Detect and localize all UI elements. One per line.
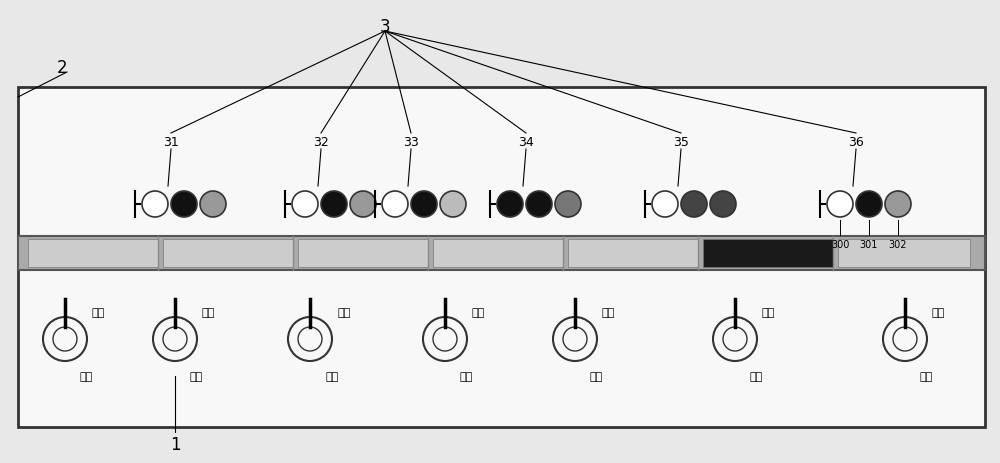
- Text: 空闲: 空闲: [202, 307, 215, 317]
- Text: 32: 32: [313, 135, 329, 148]
- Circle shape: [350, 192, 376, 218]
- Text: 1: 1: [170, 435, 180, 453]
- Bar: [568, 239, 698, 268]
- Circle shape: [710, 192, 736, 218]
- Text: 35: 35: [673, 135, 689, 148]
- Circle shape: [856, 192, 882, 218]
- Text: 空闲: 空闲: [472, 307, 485, 317]
- Text: 31: 31: [163, 135, 179, 148]
- Bar: [163, 239, 293, 268]
- Text: 占用: 占用: [190, 371, 203, 381]
- Text: 空闲: 空闲: [762, 307, 775, 317]
- Text: 空闲: 空闲: [337, 307, 350, 317]
- Text: 302: 302: [889, 239, 907, 250]
- Circle shape: [382, 192, 408, 218]
- Bar: [28, 239, 158, 268]
- Text: 占用: 占用: [460, 371, 473, 381]
- Text: 占用: 占用: [750, 371, 763, 381]
- Text: 33: 33: [403, 135, 419, 148]
- Bar: [703, 239, 833, 268]
- Circle shape: [681, 192, 707, 218]
- Circle shape: [200, 192, 226, 218]
- Bar: [18, 88, 985, 427]
- Circle shape: [885, 192, 911, 218]
- Circle shape: [321, 192, 347, 218]
- Text: 300: 300: [831, 239, 849, 250]
- Text: 36: 36: [848, 135, 864, 148]
- Text: 301: 301: [860, 239, 878, 250]
- Circle shape: [292, 192, 318, 218]
- Text: 34: 34: [518, 135, 534, 148]
- Text: 空闲: 空闲: [602, 307, 615, 317]
- Circle shape: [652, 192, 678, 218]
- Bar: [298, 239, 428, 268]
- Circle shape: [526, 192, 552, 218]
- Circle shape: [827, 192, 853, 218]
- Bar: [433, 239, 563, 268]
- Text: 占用: 占用: [590, 371, 603, 381]
- Bar: [18, 237, 985, 270]
- Text: 2: 2: [57, 59, 67, 77]
- Circle shape: [440, 192, 466, 218]
- Text: 空闲: 空闲: [92, 307, 105, 317]
- Text: 占用: 占用: [80, 371, 93, 381]
- Text: 占用: 占用: [920, 371, 933, 381]
- Circle shape: [171, 192, 197, 218]
- Circle shape: [142, 192, 168, 218]
- Circle shape: [497, 192, 523, 218]
- Circle shape: [555, 192, 581, 218]
- Text: 3: 3: [380, 18, 390, 36]
- Text: 占用: 占用: [325, 371, 338, 381]
- Text: 空闲: 空闲: [932, 307, 945, 317]
- Circle shape: [411, 192, 437, 218]
- Bar: [838, 239, 970, 268]
